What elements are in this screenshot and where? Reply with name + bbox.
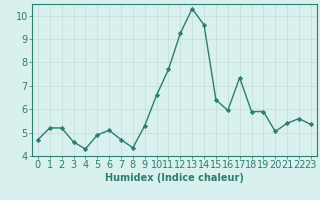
X-axis label: Humidex (Indice chaleur): Humidex (Indice chaleur) [105,173,244,183]
